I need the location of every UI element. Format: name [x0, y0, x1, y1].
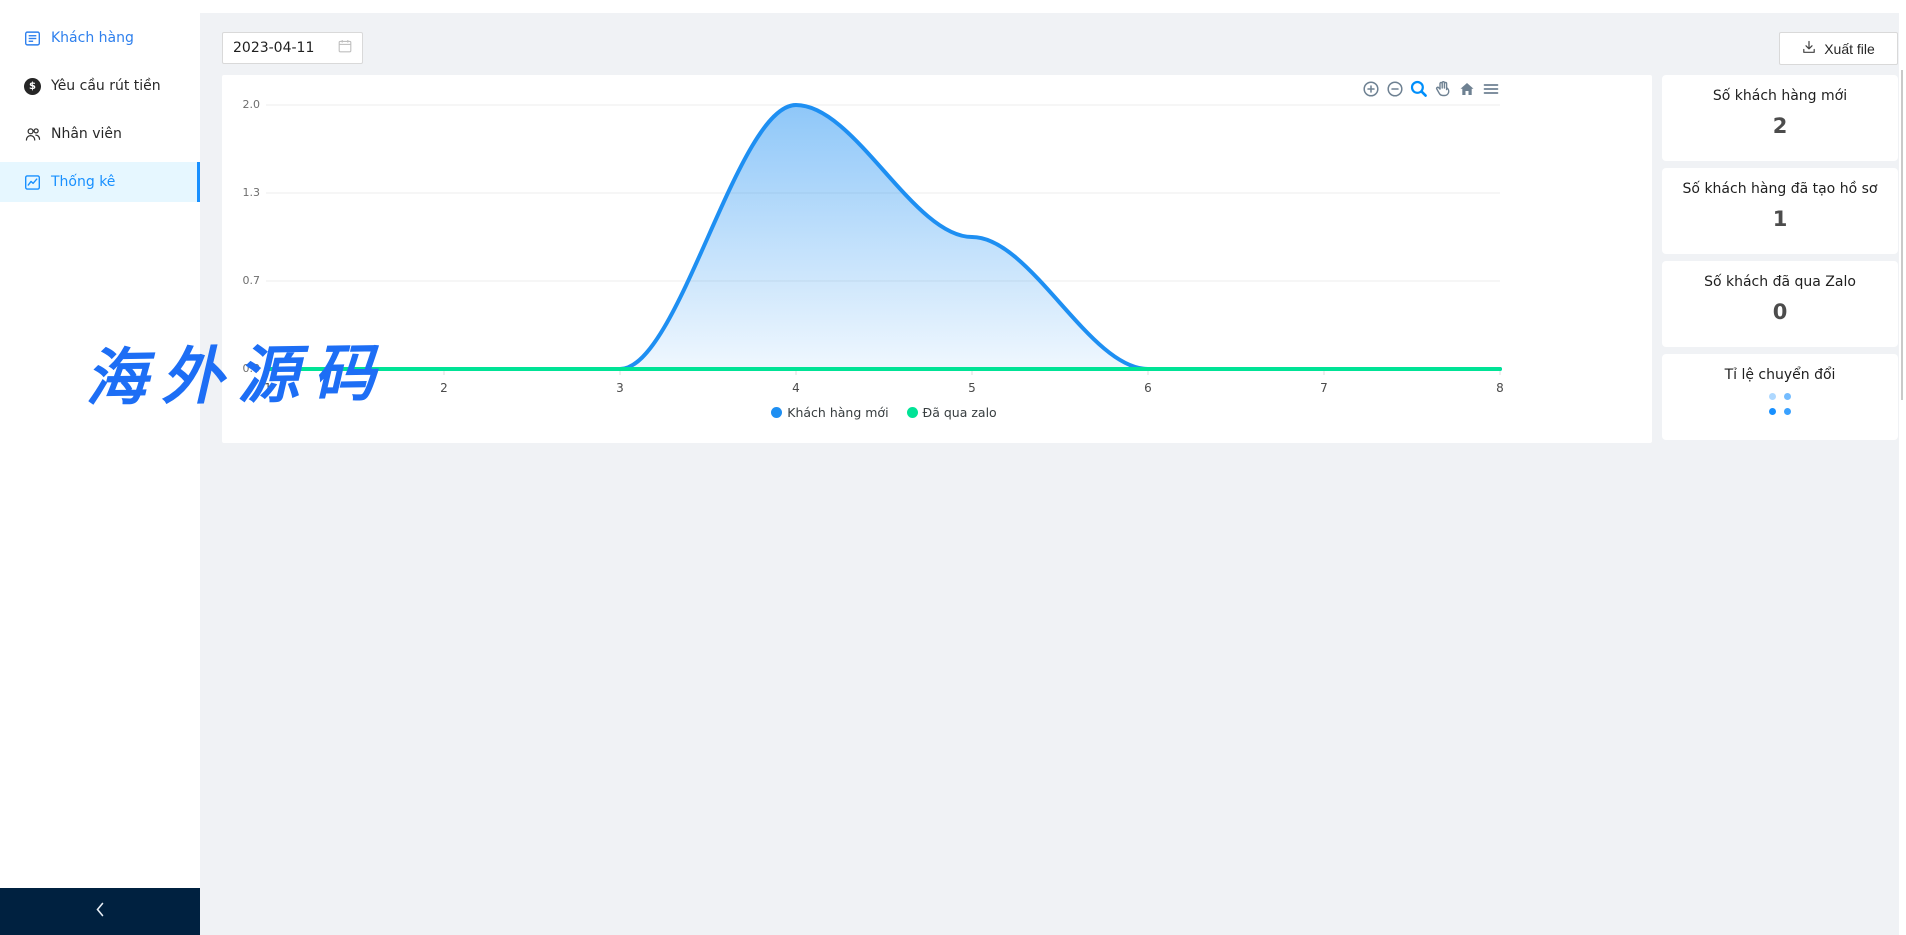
x-axis-label: 6 — [1144, 381, 1152, 395]
x-axis-label: 1 — [264, 381, 272, 395]
area-chart[interactable] — [222, 75, 1652, 443]
scrollbar-thumb[interactable] — [1901, 70, 1903, 400]
export-button-label: Xuất file — [1824, 40, 1875, 57]
date-picker[interactable]: 2023-04-11 — [222, 32, 363, 64]
x-axis-label: 3 — [616, 381, 624, 395]
x-axis-label: 8 — [1496, 381, 1504, 395]
selection-zoom-icon[interactable] — [1409, 79, 1428, 98]
main-content: 2023-04-11 Xuất file — [200, 13, 1899, 935]
sidebar-collapse-trigger[interactable] — [0, 888, 200, 935]
menu-icon[interactable] — [1481, 79, 1500, 98]
sidebar-item-label: Thống kê — [51, 174, 116, 190]
chart-card: 2.0 1.3 0.7 0.0 1 2 3 4 5 6 7 8 Khách hà… — [222, 75, 1652, 443]
stat-value: 2 — [1772, 114, 1788, 138]
x-axis-label: 5 — [968, 381, 976, 395]
chart-legend: Khách hàng mới Đã qua zalo — [268, 405, 1500, 420]
x-axis-label: 7 — [1320, 381, 1328, 395]
stat-title: Số khách đã qua Zalo — [1704, 274, 1856, 290]
y-axis-label: 0.0 — [242, 362, 261, 375]
stat-card-da-qua-zalo: Số khách đã qua Zalo 0 — [1662, 261, 1898, 347]
sidebar-item-nhan-vien[interactable]: Nhân viên — [0, 114, 200, 154]
sidebar-menu: Khách hàng $ Yêu cầu rút tiền Nhân — [0, 0, 200, 202]
x-axis-label: 2 — [440, 381, 448, 395]
stat-value: 1 — [1772, 207, 1788, 231]
date-picker-value: 2023-04-11 — [233, 40, 315, 56]
sidebar-item-label: Nhân viên — [51, 126, 122, 142]
stat-card-khach-hang-moi: Số khách hàng mới 2 — [1662, 75, 1898, 161]
stat-card-ti-le-chuyen-doi: Tỉ lệ chuyển đổi — [1662, 354, 1898, 440]
stat-title: Số khách hàng đã tạo hồ sơ — [1682, 181, 1878, 197]
export-button[interactable]: Xuất file — [1779, 32, 1898, 65]
stat-title: Số khách hàng mới — [1712, 88, 1848, 104]
y-axis-label: 0.7 — [242, 274, 261, 287]
sidebar-item-label: Yêu cầu rút tiền — [51, 78, 161, 94]
sidebar-item-label: Khách hàng — [51, 30, 134, 46]
series-area-khach-hang-moi — [268, 105, 1500, 369]
sidebar-item-yeu-cau-rut-tien[interactable]: $ Yêu cầu rút tiền — [0, 66, 200, 106]
legend-label: Đã qua zalo — [922, 405, 997, 420]
zoom-in-icon[interactable] — [1361, 79, 1380, 98]
zoom-out-icon[interactable] — [1385, 79, 1404, 98]
sidebar: Khách hàng $ Yêu cầu rút tiền Nhân — [0, 0, 200, 888]
account-book-icon — [24, 30, 41, 47]
usergroup-icon — [24, 126, 41, 143]
calendar-icon — [338, 39, 352, 57]
loading-spinner — [1769, 393, 1791, 415]
legend-item-da-qua-zalo[interactable]: Đã qua zalo — [906, 405, 997, 420]
legend-label: Khách hàng mới — [787, 405, 889, 420]
pan-icon[interactable] — [1433, 79, 1452, 98]
chart-toolbar — [1361, 79, 1500, 98]
x-axis: 1 2 3 4 5 6 7 8 — [264, 381, 1504, 397]
y-axis-label: 1.3 — [242, 186, 261, 199]
stat-title: Tỉ lệ chuyển đổi — [1724, 367, 1836, 383]
y-axis-label: 2.0 — [242, 98, 261, 111]
legend-item-khach-hang-moi[interactable]: Khách hàng mới — [771, 405, 889, 420]
x-axis-label: 4 — [792, 381, 800, 395]
download-icon — [1802, 40, 1816, 57]
stat-card-da-tao-ho-so: Số khách hàng đã tạo hồ sơ 1 — [1662, 168, 1898, 254]
sidebar-item-khach-hang[interactable]: Khách hàng — [0, 18, 200, 58]
chevron-left-icon — [95, 902, 105, 921]
sidebar-item-thong-ke[interactable]: Thống kê — [0, 162, 200, 202]
dollar-circle-icon: $ — [24, 77, 41, 95]
scrollbar[interactable] — [1899, 0, 1906, 935]
home-icon[interactable] — [1457, 79, 1476, 98]
legend-dot-green — [906, 407, 918, 418]
legend-dot-blue — [771, 407, 783, 418]
line-chart-icon — [24, 174, 41, 191]
stat-value: 0 — [1772, 300, 1788, 324]
